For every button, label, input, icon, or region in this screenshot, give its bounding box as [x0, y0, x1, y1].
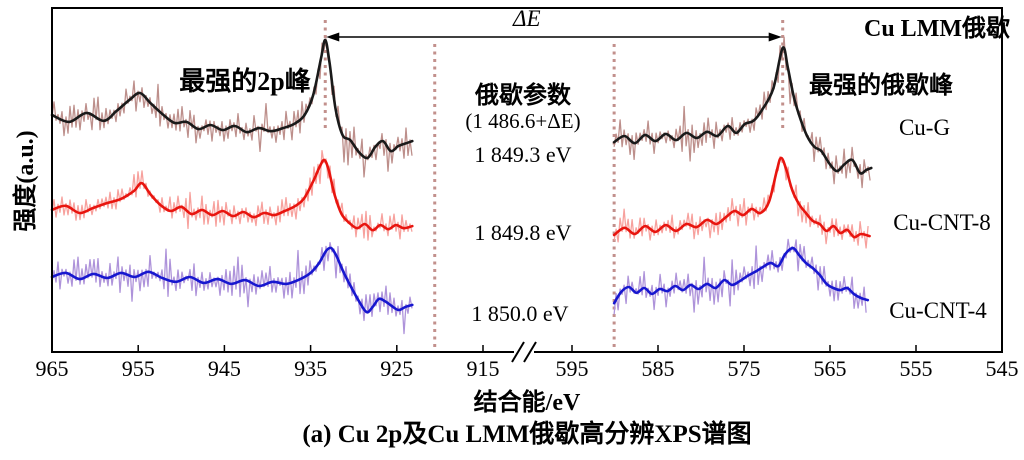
x-tick-label: 575	[727, 356, 761, 381]
noise-cu-cnt-8-lmm	[613, 155, 869, 249]
x-axis-label: 结合能/eV	[473, 390, 581, 416]
axis-break-slash-1	[511, 341, 525, 363]
axis-break-slash-2	[523, 341, 537, 363]
noise-cu-g-cu2p	[51, 38, 413, 178]
auger-value-cu-cnt-8: 1 849.8 eV	[474, 220, 572, 245]
noise-cu-cnt-8-cu2p	[51, 149, 413, 241]
x-tick-label: 545	[985, 356, 1019, 381]
annotation-auger-parameter-formula: (1 486.6+ΔE)	[465, 109, 581, 133]
delta-e-arrowhead-right	[768, 32, 782, 42]
auger-value-cu-g: 1 849.3 eV	[474, 142, 572, 167]
curve-cu-cnt-8-cu2p	[50, 158, 414, 232]
curve-cu-cnt-4-cu2p	[50, 246, 414, 314]
curve-cu-g-cu2p	[50, 38, 414, 160]
x-tick-label: 965	[35, 356, 69, 381]
annotation-strongest-2p-peak: 最强的2p峰	[179, 67, 311, 96]
series-label-cu-cnt-8: Cu-CNT-8	[893, 210, 991, 235]
noise-cu-cnt-4-lmm	[613, 238, 867, 315]
x-tick-label: 935	[294, 356, 328, 381]
x-tick-label: 585	[641, 356, 675, 381]
x-tick-label: 595	[555, 356, 589, 381]
auger-value-cu-cnt-4: 1 850.0 eV	[471, 301, 569, 326]
annotation-auger-parameter-title: 俄歇参数	[475, 83, 571, 109]
curve-cu-g-lmm	[612, 46, 873, 175]
annotation-strongest-auger-peak: 最强的俄歇峰	[809, 73, 953, 99]
annotation-delta-e: ΔE	[513, 6, 541, 31]
curve-cu-cnt-4-lmm	[612, 246, 870, 305]
figure-caption: (a) Cu 2p及Cu LMM俄歇高分辨XPS谱图	[302, 421, 752, 448]
delta-e-arrowhead-left	[326, 32, 340, 42]
x-tick-label: 565	[813, 356, 847, 381]
x-tick-label: 955	[121, 356, 155, 381]
annotation-cu-lmm-auger-title: Cu LMM俄歇	[864, 16, 1010, 42]
series-label-cu-g: Cu-G	[898, 115, 951, 140]
series-label-cu-cnt-4: Cu-CNT-4	[889, 298, 987, 323]
curve-cu-cnt-8-lmm	[612, 156, 871, 239]
x-tick-label: 555	[899, 356, 933, 381]
x-tick-label: 925	[380, 356, 414, 381]
y-axis-label: 强度(a.u.)	[13, 130, 39, 232]
noise-cu-cnt-4-cu2p	[51, 242, 413, 335]
x-tick-label: 945	[207, 356, 241, 381]
x-tick-label: 915	[466, 356, 500, 381]
